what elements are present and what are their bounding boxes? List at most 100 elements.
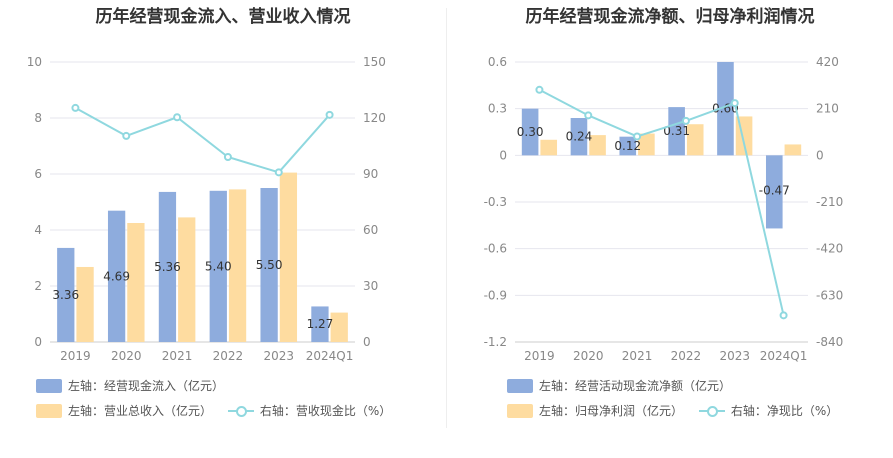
right-axis-tick-label: 150 bbox=[363, 55, 386, 69]
ratio-line bbox=[538, 88, 785, 316]
left-axis-tick-label: -1.2 bbox=[484, 335, 507, 349]
panel-divider bbox=[446, 8, 447, 428]
right-chart-plot: -1.2 -0.9 -0.6 -0.3 0 0.3 0.6 -840 -630 -420 -210 0… bbox=[484, 55, 844, 363]
ratio-point bbox=[274, 168, 283, 177]
legend-row-2: 左轴：归母净利润（亿元） 右轴：净现比（%） bbox=[507, 402, 850, 421]
left-axis-tick-label: 4 bbox=[34, 223, 42, 237]
bar-cash-inflow bbox=[311, 306, 329, 342]
bar-revenue bbox=[228, 189, 247, 342]
bar-cash-inflow bbox=[260, 188, 278, 342]
right-axis-tick-label: 90 bbox=[363, 167, 378, 181]
x-axis-tick-label: 2022 bbox=[671, 349, 702, 363]
bar-cash-inflow bbox=[209, 190, 227, 342]
bar-net-profit bbox=[686, 124, 704, 156]
data-label: 0.30 bbox=[517, 125, 544, 139]
data-label: 0.12 bbox=[614, 139, 641, 153]
bar-net-profit bbox=[589, 135, 606, 156]
bar-net-cash-flow bbox=[717, 62, 734, 156]
right-axis-tick-label: 420 bbox=[816, 55, 839, 69]
legend-swatch bbox=[36, 403, 62, 418]
legend-item-net-profit[interactable]: 左轴：归母净利润（亿元） bbox=[507, 402, 683, 419]
left-axis-tick-label: 0 bbox=[34, 335, 42, 349]
legend-item-ratio[interactable]: 右轴：营收现金比（%） bbox=[227, 402, 391, 419]
bar-revenue bbox=[279, 172, 298, 342]
left-axis-tick-label: 0.3 bbox=[488, 102, 507, 116]
ratio-point bbox=[584, 111, 593, 120]
right-axis-tick-label: 0 bbox=[816, 148, 824, 162]
left-axis-tick-label: -0.6 bbox=[484, 242, 507, 256]
right-axis-tick-label: -210 bbox=[816, 195, 843, 209]
bar-revenue bbox=[178, 217, 196, 342]
x-axis-tick-label: 2020 bbox=[573, 349, 604, 363]
ratio-point bbox=[779, 311, 788, 320]
right-axis-tick-label: 120 bbox=[363, 111, 386, 125]
x-axis-tick-label: 2023 bbox=[719, 349, 750, 363]
left-chart-panel: 历年经营现金流入、营业收入情况 0 2 4 6 8 10 0 30 60 90 120 150 3.36… bbox=[0, 0, 446, 458]
right-axis-tick-label: -630 bbox=[816, 288, 843, 302]
legend-row-1: 左轴：经营现金流入（亿元） bbox=[36, 377, 236, 396]
chart-title: 历年经营现金流净额、归母净利润情况 bbox=[525, 7, 815, 27]
left-axis-tick-label: 0 bbox=[499, 148, 507, 162]
legend-row-2: 左轴：营业总收入（亿元） 右轴：营收现金比（%） bbox=[36, 402, 403, 421]
bar-net-cash-flow bbox=[765, 155, 783, 229]
right-axis-tick-label: -420 bbox=[816, 242, 843, 256]
data-label: 4.69 bbox=[103, 269, 130, 283]
bar-net-cash-flow bbox=[521, 108, 539, 156]
legend-line-swatch bbox=[698, 404, 725, 418]
ratio-point bbox=[122, 131, 131, 140]
legend-label: 左轴：经营活动现金流净额（亿元） bbox=[539, 379, 732, 393]
legend-item-cash-ratio[interactable]: 右轴：净现比（%） bbox=[698, 402, 838, 419]
x-axis-tick-label: 2019 bbox=[524, 349, 555, 363]
bar-cash-inflow bbox=[158, 191, 177, 342]
right-axis-tick-label: 210 bbox=[816, 102, 839, 116]
bar-net-cash-flow bbox=[668, 107, 685, 156]
legend-item-revenue[interactable]: 左轴：营业总收入（亿元） bbox=[36, 402, 212, 419]
x-axis-tick-label: 2022 bbox=[213, 349, 244, 363]
legend-swatch bbox=[36, 378, 62, 393]
left-axis-tick-label: -0.9 bbox=[484, 288, 507, 302]
bar-revenue bbox=[330, 312, 348, 342]
legend-item-net-cash-flow[interactable]: 左轴：经营活动现金流净额（亿元） bbox=[507, 377, 731, 394]
data-label: 0.24 bbox=[566, 130, 593, 144]
bar-revenue bbox=[76, 266, 94, 342]
left-axis-tick-label: 0.6 bbox=[488, 55, 507, 69]
left-axis-tick-label: 8 bbox=[34, 111, 42, 125]
x-axis-tick-label: 2023 bbox=[263, 349, 294, 363]
ratio-point bbox=[633, 132, 642, 141]
data-label: 5.40 bbox=[205, 259, 232, 273]
bar-cash-inflow bbox=[57, 247, 75, 342]
right-axis-tick-label: 60 bbox=[363, 223, 378, 237]
ratio-point bbox=[71, 103, 80, 112]
legend-swatch bbox=[507, 403, 533, 418]
ratio-point bbox=[173, 113, 182, 122]
x-axis-tick-label: 2019 bbox=[60, 349, 91, 363]
bar-revenue bbox=[127, 223, 145, 342]
legend-swatch bbox=[507, 378, 533, 393]
data-label: 3.36 bbox=[52, 288, 79, 302]
bar-net-cash-flow bbox=[619, 136, 637, 156]
x-axis-tick-label: 2024Q1 bbox=[760, 349, 808, 363]
data-label: 5.36 bbox=[154, 260, 181, 274]
x-axis-tick-label: 2021 bbox=[622, 349, 653, 363]
legend-row-1: 左轴：经营活动现金流净额（亿元） bbox=[507, 377, 743, 396]
bar-net-profit bbox=[638, 133, 655, 156]
ratio-point bbox=[223, 153, 232, 162]
right-axis-tick-label: 0 bbox=[363, 335, 371, 349]
bar-net-cash-flow bbox=[570, 118, 588, 156]
left-chart-plot: 0 2 4 6 8 10 0 30 60 90 120 150 3.36 2019 4.69 2020 5.36… bbox=[27, 55, 386, 363]
legend-label: 左轴：营业总收入（亿元） bbox=[68, 404, 213, 418]
ratio-point bbox=[681, 116, 690, 125]
bar-net-profit bbox=[540, 139, 558, 156]
legend-label: 左轴：归母净利润（亿元） bbox=[539, 404, 684, 418]
ratio-line bbox=[74, 107, 331, 174]
x-axis-tick-label: 2024Q1 bbox=[306, 349, 354, 363]
left-axis-tick-label: -0.3 bbox=[484, 195, 507, 209]
left-axis-tick-label: 2 bbox=[34, 279, 42, 293]
data-label: 5.50 bbox=[256, 258, 283, 272]
data-label: -0.47 bbox=[759, 183, 790, 197]
chart-title: 历年经营现金流入、营业收入情况 bbox=[95, 7, 351, 27]
data-label: 0.31 bbox=[663, 124, 690, 138]
legend-item-cash-inflow[interactable]: 左轴：经营现金流入（亿元） bbox=[36, 377, 224, 394]
right-chart-panel: 历年经营现金流净额、归母净利润情况 -1.2 -0.9 -0.6 -0.3 0 0.3 0.… bbox=[447, 0, 893, 458]
left-axis-tick-label: 6 bbox=[34, 167, 42, 181]
